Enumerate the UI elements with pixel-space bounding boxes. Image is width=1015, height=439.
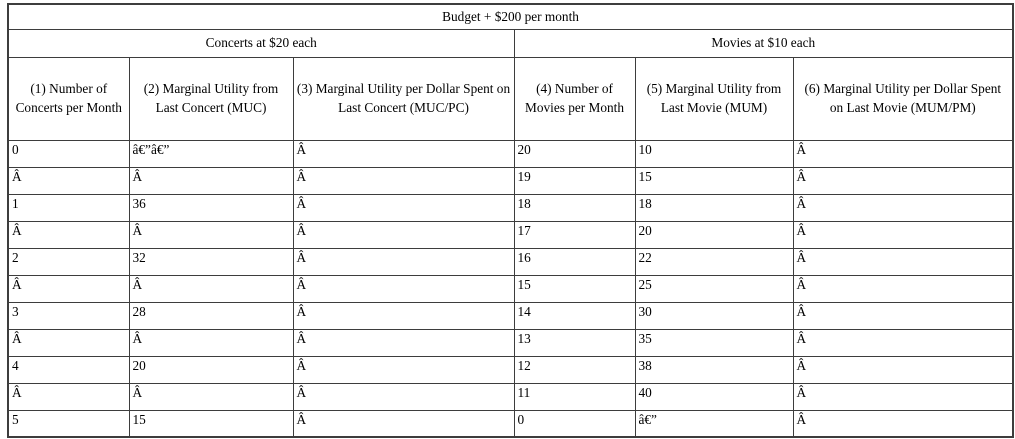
table-row: Â Â Â 13 35 Â — [7, 328, 1014, 357]
table-cell: Â — [792, 166, 1014, 195]
table-cell: Â — [792, 139, 1014, 168]
table-cell: Â — [792, 355, 1014, 384]
table-cell: 0 — [513, 409, 636, 438]
table-cell: 2 — [7, 247, 130, 276]
table-cell: Â — [128, 382, 294, 411]
table-cell: 12 — [513, 355, 636, 384]
table-cell: 13 — [513, 328, 636, 357]
table-cell: Â — [292, 328, 515, 357]
table-cell: Â — [792, 220, 1014, 249]
table-cell: Â — [7, 382, 130, 411]
section-header-concerts: Concerts at $20 each — [7, 28, 515, 58]
table-cell: Â — [128, 328, 294, 357]
table-cell: Â — [128, 220, 294, 249]
table-cell: 15 — [513, 274, 636, 303]
table-cell: 0 — [7, 139, 130, 168]
table-cell: 18 — [634, 193, 794, 222]
table-row: 2 32 Â 16 22 Â — [7, 247, 1014, 276]
table-cell: 15 — [634, 166, 794, 195]
table-cell: 16 — [513, 247, 636, 276]
table-cell: 35 — [634, 328, 794, 357]
table-title-row: Budget + $200 per month — [7, 3, 1014, 30]
table-cell: Â — [292, 274, 515, 303]
table-row: 0 â€”â€” Â 20 10 Â — [7, 139, 1014, 168]
table-cell: Â — [7, 274, 130, 303]
table-cell: â€” — [634, 409, 794, 438]
table-cell: Â — [292, 247, 515, 276]
table-cell: Â — [7, 328, 130, 357]
column-header-number-of-movies: (4) Number of Movies per Month — [513, 56, 636, 141]
table-cell: 30 — [634, 301, 794, 330]
table-cell: Â — [792, 409, 1014, 438]
table-row: 4 20 Â 12 38 Â — [7, 355, 1014, 384]
column-header-row: (1) Number of Concerts per Month (2) Mar… — [7, 56, 1014, 141]
table-cell: Â — [292, 139, 515, 168]
table-cell: Â — [292, 382, 515, 411]
table-cell: Â — [7, 166, 130, 195]
section-header-movies: Movies at $10 each — [513, 28, 1014, 58]
table-cell: 11 — [513, 382, 636, 411]
table-cell: 20 — [513, 139, 636, 168]
table-cell: Â — [292, 301, 515, 330]
table-cell: Â — [292, 409, 515, 438]
table-cell: Â — [128, 274, 294, 303]
table-cell: Â — [792, 382, 1014, 411]
table-cell: 40 — [634, 382, 794, 411]
table-body: 0 â€”â€” Â 20 10 Â Â Â Â 19 15 Â 1 36 Â 18 18 Â Â Â Â 17 20 Â 2 3… — [7, 139, 1014, 438]
table-row: 5 15 Â 0 â€” Â — [7, 409, 1014, 438]
table-cell: Â — [292, 355, 515, 384]
table-cell: 15 — [128, 409, 294, 438]
table-cell: 38 — [634, 355, 794, 384]
table-row: Â Â Â 17 20 Â — [7, 220, 1014, 249]
column-header-mu-per-dollar-concert: (3) Marginal Utility per Dollar Spent on… — [292, 56, 515, 141]
table-cell: 20 — [634, 220, 794, 249]
table-row: Â Â Â 11 40 Â — [7, 382, 1014, 411]
table-cell: 5 — [7, 409, 130, 438]
table-cell: 25 — [634, 274, 794, 303]
table-title: Budget + $200 per month — [7, 3, 1014, 30]
table-cell: 4 — [7, 355, 130, 384]
table-row: 1 36 Â 18 18 Â — [7, 193, 1014, 222]
table-cell: Â — [792, 193, 1014, 222]
table-cell: 22 — [634, 247, 794, 276]
table-cell: Â — [792, 301, 1014, 330]
table-cell: Â — [128, 166, 294, 195]
table-cell: 10 — [634, 139, 794, 168]
section-header-row: Concerts at $20 each Movies at $10 each — [7, 28, 1014, 58]
table-cell: Â — [792, 247, 1014, 276]
table-cell: 18 — [513, 193, 636, 222]
table-cell: 14 — [513, 301, 636, 330]
table-cell: Â — [7, 220, 130, 249]
table-cell: 20 — [128, 355, 294, 384]
table-cell: 3 — [7, 301, 130, 330]
column-header-number-of-concerts: (1) Number of Concerts per Month — [7, 56, 130, 141]
table-cell: Â — [292, 166, 515, 195]
table-cell: 19 — [513, 166, 636, 195]
table-cell: 36 — [128, 193, 294, 222]
table-row: 3 28 Â 14 30 Â — [7, 301, 1014, 330]
table-cell: 28 — [128, 301, 294, 330]
table-cell: Â — [792, 274, 1014, 303]
table-cell: Â — [292, 220, 515, 249]
table-row: Â Â Â 15 25 Â — [7, 274, 1014, 303]
table-cell: Â — [792, 328, 1014, 357]
column-header-marginal-utility-movie: (5) Marginal Utility from Last Movie (MU… — [634, 56, 794, 141]
marginal-utility-table: Budget + $200 per month Concerts at $20 … — [7, 3, 1015, 438]
table-cell: â€”â€” — [128, 139, 294, 168]
table-cell: 32 — [128, 247, 294, 276]
table-cell: 1 — [7, 193, 130, 222]
table-row: Â Â Â 19 15 Â — [7, 166, 1014, 195]
column-header-mu-per-dollar-movie: (6) Marginal Utility per Dollar Spent on… — [792, 56, 1014, 141]
table-cell: 17 — [513, 220, 636, 249]
table-cell: Â — [292, 193, 515, 222]
column-header-marginal-utility-concert: (2) Marginal Utility from Last Concert (… — [128, 56, 294, 141]
